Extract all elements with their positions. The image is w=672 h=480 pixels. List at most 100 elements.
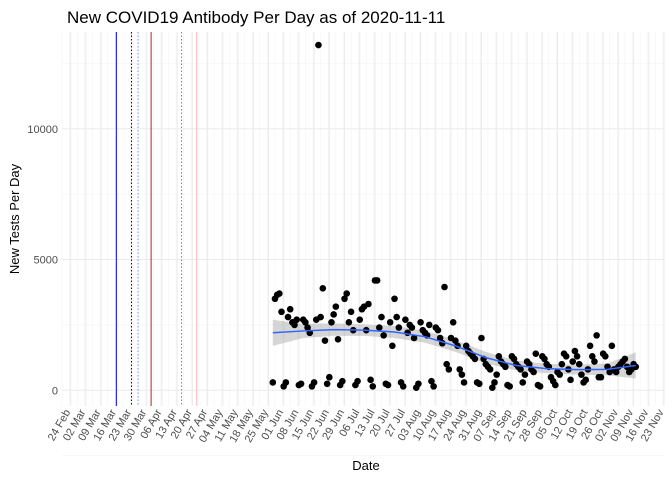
data-point [495,353,503,360]
data-point [597,373,605,381]
data-point [369,383,377,390]
data-point [552,381,559,389]
data-point [345,319,353,326]
data-point [330,311,337,318]
x-axis-title: Date [352,458,379,473]
data-point [530,368,537,376]
data-point [556,371,563,378]
data-point [612,368,620,376]
data-point [284,313,292,321]
data-point [428,377,435,385]
data-point [386,319,394,326]
data-point [297,380,305,388]
data-point [591,358,598,365]
data-point [415,380,422,388]
data-point [410,334,418,342]
data-point [536,383,544,390]
data-point [282,379,290,386]
data-point [458,371,466,378]
data-point [393,313,400,321]
data-point [356,316,364,323]
data-point [519,379,527,386]
data-point [365,300,372,308]
data-point [384,381,392,389]
data-point [343,290,351,297]
data-point [532,350,540,357]
data-point [525,360,533,368]
data-point [291,321,298,329]
data-point [269,379,277,386]
data-point [347,308,355,316]
y-axis-title: New Tests Per Day [7,163,22,274]
data-point [573,353,581,360]
data-point [441,283,448,291]
data-point [341,295,348,303]
data-point [491,379,498,386]
data-point [517,366,524,373]
data-point [460,379,468,386]
data-point [323,380,331,388]
data-point [475,380,483,388]
data-point [425,321,433,329]
chart-title: New COVID19 Antibody Per Day as of 2020-… [67,8,445,27]
data-point [452,337,459,344]
data-point [380,332,387,339]
y-tick-label: 5000 [34,255,58,267]
data-point [317,313,324,321]
data-point [332,303,340,310]
data-point [402,316,409,323]
data-point [334,336,342,343]
data-point [293,316,301,323]
event-lines [115,32,198,406]
data-point [278,308,285,316]
data-point [602,353,609,360]
data-point [588,353,596,360]
data-point [571,347,579,355]
data-point [378,313,385,321]
data-point [608,342,616,350]
data-point [567,376,574,384]
data-point [582,376,590,384]
data-point [373,277,381,284]
data-point [471,355,479,363]
data-point [541,355,548,363]
data-point [399,383,407,390]
data-point [321,337,329,344]
data-point [456,366,464,373]
data-point [326,373,333,381]
data-point [502,363,509,371]
data-point [375,324,383,331]
data-point [445,366,453,373]
data-point [395,324,403,331]
data-point [319,285,327,292]
data-point [632,363,640,371]
data-point [310,379,318,386]
data-point [417,319,424,326]
data-points [269,41,640,391]
data-point [391,295,398,303]
data-point [578,371,585,378]
y-tick-label: 0 [52,385,58,397]
data-point [389,342,396,350]
data-point [621,355,629,363]
data-point [315,41,322,49]
data-point [408,324,416,331]
data-point [354,377,361,385]
data-point [593,332,600,339]
data-point [558,360,566,368]
data-point [489,384,496,391]
data-point [510,355,518,363]
data-point [575,360,583,368]
data-point [478,334,485,342]
data-point [462,342,470,350]
data-point [328,319,335,326]
data-point [436,334,444,342]
data-point [443,360,450,368]
data-point [286,305,294,313]
data-point [367,376,374,384]
data-point [434,326,442,334]
y-tick-label: 10000 [27,124,58,136]
data-point [449,319,457,326]
